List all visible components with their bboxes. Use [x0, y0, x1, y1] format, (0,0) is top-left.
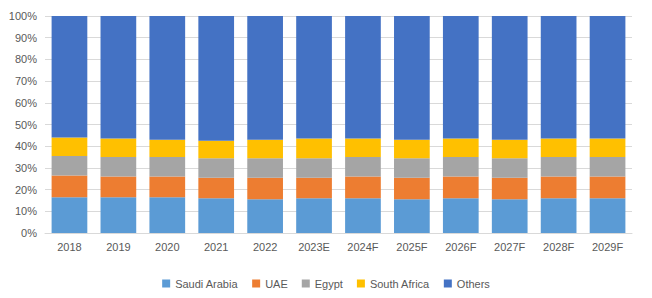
svg-text:50%: 50% [15, 119, 37, 131]
svg-text:2023E: 2023E [298, 241, 330, 253]
svg-text:100%: 100% [9, 10, 37, 22]
svg-text:10%: 10% [15, 205, 37, 217]
svg-text:2022: 2022 [253, 241, 277, 253]
svg-text:80%: 80% [15, 53, 37, 65]
svg-text:40%: 40% [15, 140, 37, 152]
svg-text:60%: 60% [15, 97, 37, 109]
svg-text:Egypt: Egypt [315, 278, 343, 290]
svg-text:2024F: 2024F [347, 241, 378, 253]
svg-text:90%: 90% [15, 32, 37, 44]
svg-text:Others: Others [457, 278, 491, 290]
svg-text:2019: 2019 [106, 241, 130, 253]
svg-text:2028F: 2028F [543, 241, 574, 253]
svg-text:Saudi Arabia: Saudi Arabia [175, 278, 238, 290]
svg-text:30%: 30% [15, 162, 37, 174]
svg-text:2018: 2018 [57, 241, 81, 253]
svg-text:UAE: UAE [265, 278, 288, 290]
svg-text:0%: 0% [21, 227, 37, 239]
svg-text:2029F: 2029F [592, 241, 623, 253]
svg-text:2021: 2021 [204, 241, 228, 253]
svg-text:South Africa: South Africa [370, 278, 430, 290]
svg-text:20%: 20% [15, 184, 37, 196]
svg-text:2027F: 2027F [494, 241, 525, 253]
svg-text:70%: 70% [15, 75, 37, 87]
svg-text:2020: 2020 [155, 241, 179, 253]
svg-text:2025F: 2025F [396, 241, 427, 253]
svg-text:2026F: 2026F [445, 241, 476, 253]
